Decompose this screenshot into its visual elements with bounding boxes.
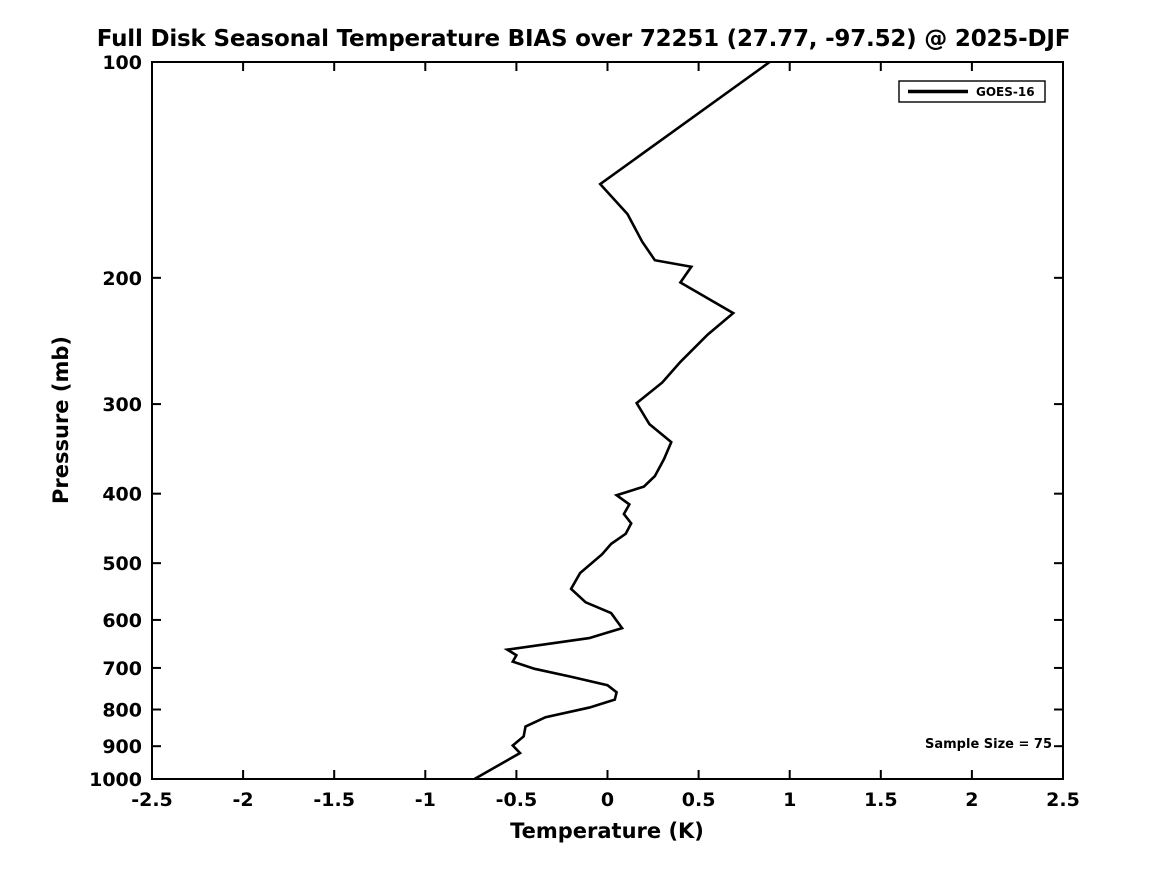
x-tick-label: 1.5	[864, 789, 898, 811]
x-tick-label: 2	[965, 789, 978, 811]
x-tick-label: -2.5	[131, 789, 173, 811]
y-axis-title: Pressure (mb)	[49, 336, 73, 504]
x-tick-label: -0.5	[496, 789, 538, 811]
x-tick-label: 1	[783, 789, 796, 811]
legend-label-goes-16: GOES-16	[976, 85, 1035, 99]
chart-title: Full Disk Seasonal Temperature BIAS over…	[96, 26, 1071, 52]
x-axis-ticks: -2.5 -2 -1.5 -1 -0.5 0 0.5 1 1.5 2 2.5	[131, 62, 1080, 811]
sample-size-annotation: Sample Size = 75	[925, 737, 1052, 752]
x-tick-label: -1.5	[313, 789, 355, 811]
y-tick-label: 100	[102, 52, 142, 74]
x-tick-label: -2	[233, 789, 254, 811]
data-series-group	[473, 60, 771, 781]
y-axis-ticks: 100 200 300 400 500 600 700 800 900 1000	[89, 52, 1063, 791]
y-tick-label: 700	[102, 658, 142, 680]
data-line-goes-16	[473, 60, 771, 781]
x-tick-label: 0.5	[682, 789, 716, 811]
y-tick-label: 800	[102, 700, 142, 722]
y-tick-label: 300	[102, 394, 142, 416]
legend-box	[898, 80, 1046, 103]
legend[interactable]: GOES-16	[898, 80, 1046, 103]
x-tick-label: 2.5	[1046, 789, 1080, 811]
y-tick-label: 600	[102, 610, 142, 632]
y-tick-label: 400	[102, 484, 142, 506]
y-tick-label: 900	[102, 736, 142, 758]
y-tick-label: 1000	[89, 769, 142, 791]
y-tick-label: 500	[102, 553, 142, 575]
y-tick-label: 200	[102, 268, 142, 290]
axes-frame	[151, 61, 1064, 780]
x-tick-label: -1	[415, 789, 436, 811]
x-tick-label: 0	[601, 789, 614, 811]
x-axis-title: Temperature (K)	[510, 819, 704, 843]
